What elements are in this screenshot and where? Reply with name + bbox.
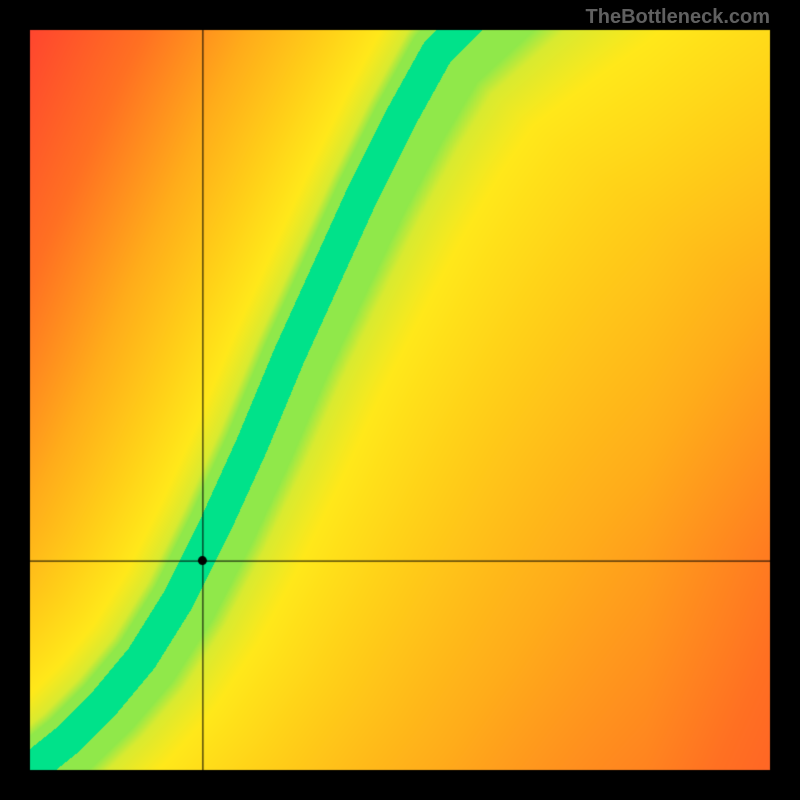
watermark-text: TheBottleneck.com — [586, 6, 770, 29]
bottleneck-heatmap — [0, 0, 800, 800]
chart-container: TheBottleneck.com — [0, 0, 800, 800]
